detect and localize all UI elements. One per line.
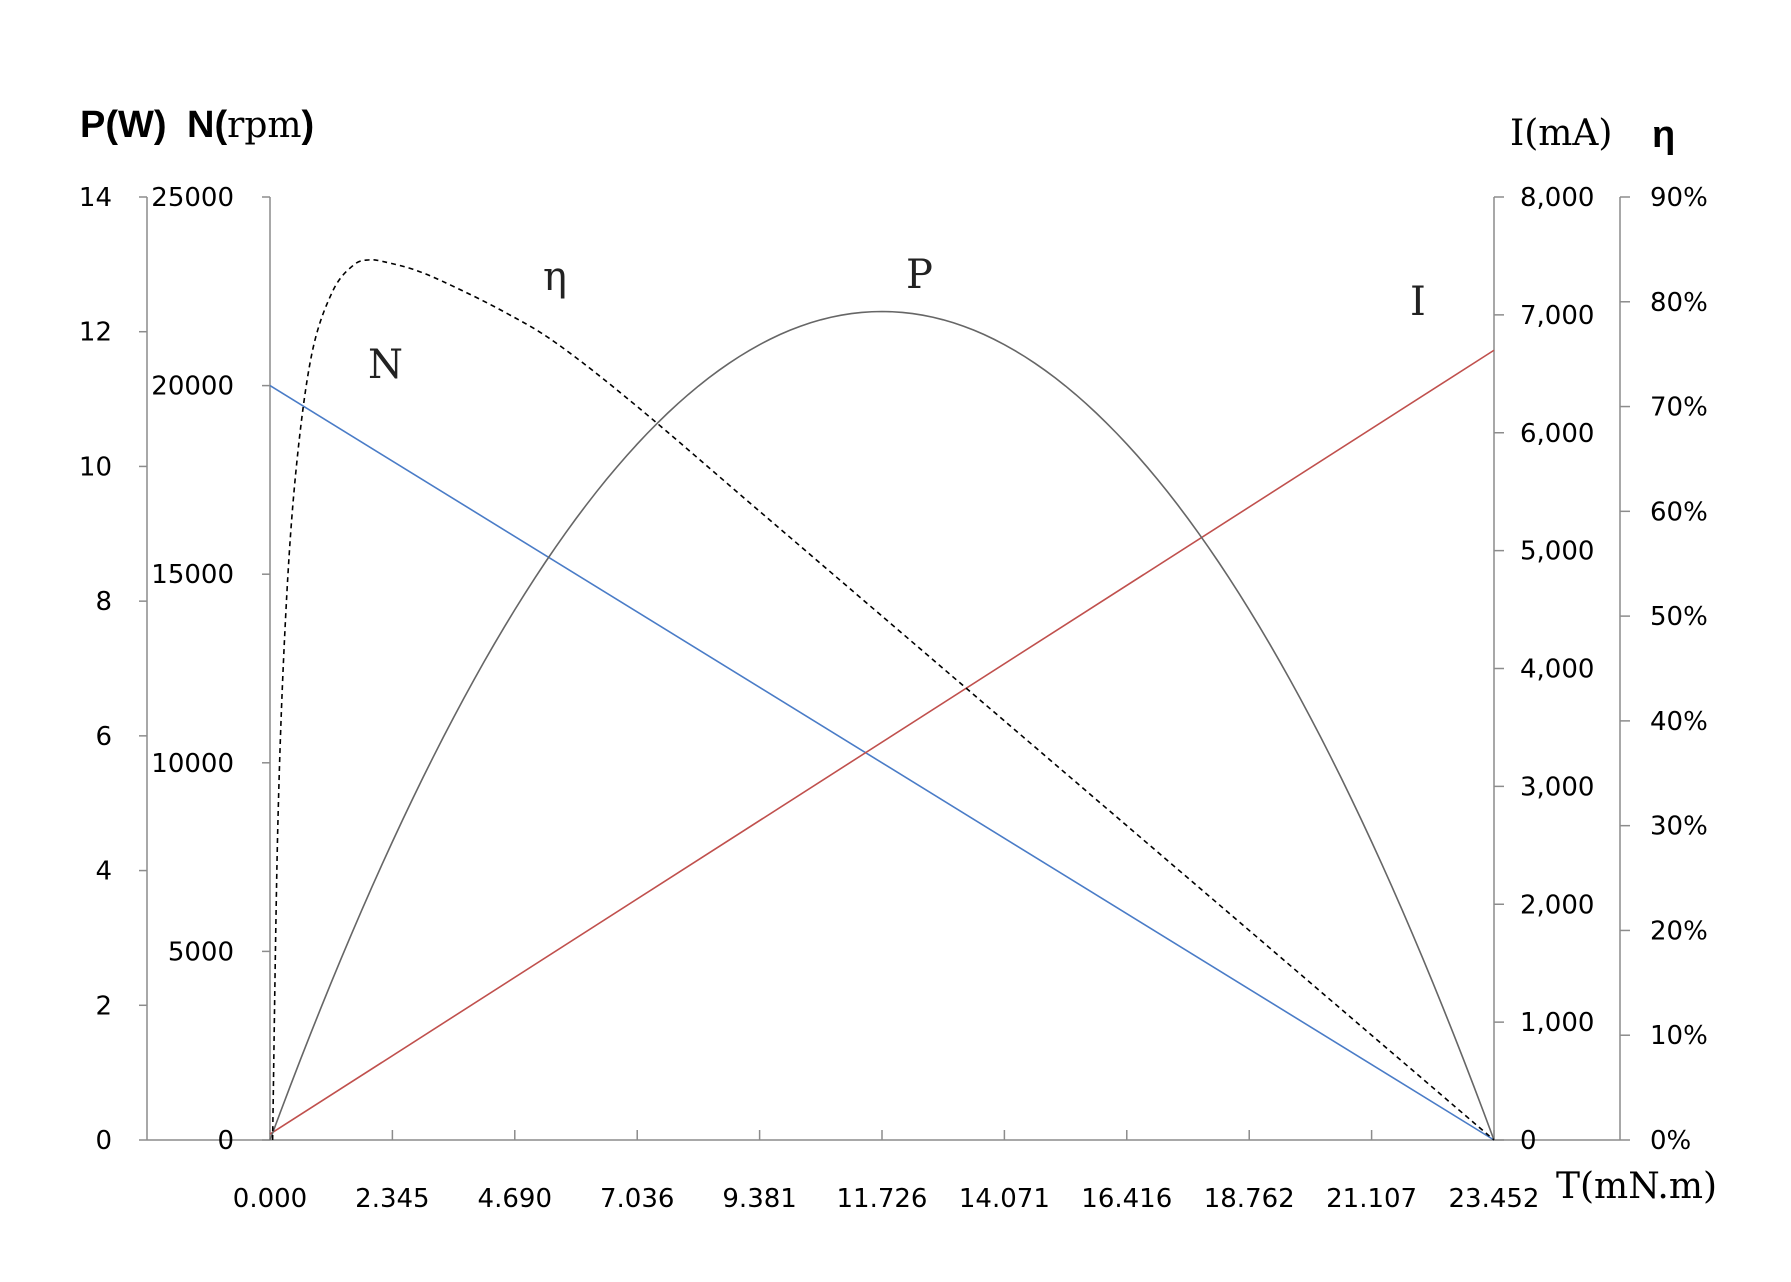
speed-tick-label: 20000 [151, 372, 234, 402]
torque-tick-label: 4.690 [478, 1184, 552, 1214]
efficiency-tick-label: 0% [1650, 1126, 1691, 1156]
torque-tick-label: 0.000 [233, 1184, 307, 1214]
power-tick-label: 4 [95, 857, 112, 887]
series-p-curve [269, 310, 1495, 1141]
power-tick-label: 6 [95, 722, 112, 752]
efficiency-tick-label: 70% [1650, 393, 1708, 423]
current-tick-label: 6,000 [1520, 419, 1594, 449]
power-tick-label: 8 [95, 587, 112, 617]
series-label: P [906, 252, 933, 298]
current-tick-label: 2,000 [1520, 890, 1594, 920]
series-n-curve [269, 384, 1495, 1141]
speed-tick-label: 5000 [168, 937, 234, 967]
current-tick-label: 3,000 [1520, 772, 1594, 802]
series-label: N [368, 342, 403, 388]
current-axis-title: I(mA) [1510, 113, 1612, 154]
speed-tick-label: 0 [217, 1126, 234, 1156]
torque-axis-title: T(mN.m) [1556, 1166, 1717, 1207]
speed-tick-label: 10000 [151, 749, 234, 779]
efficiency-tick-label: 40% [1650, 707, 1708, 737]
power-tick-label: 0 [95, 1126, 112, 1156]
power-tick-label: 14 [79, 183, 112, 213]
efficiency-tick-label: 80% [1650, 288, 1708, 318]
torque-tick-label: 18.762 [1204, 1184, 1295, 1214]
efficiency-tick-label: 10% [1650, 1021, 1708, 1051]
power-axis-title: P(W) [80, 104, 167, 146]
current-tick-label: 7,000 [1520, 301, 1594, 331]
series-label: I [1410, 279, 1426, 325]
efficiency-tick-label: 20% [1650, 916, 1708, 946]
power-tick-label: 10 [79, 452, 112, 482]
torque-tick-label: 9.381 [722, 1184, 796, 1214]
power-tick-label: 2 [95, 991, 112, 1021]
efficiency-tick-label: 90% [1650, 183, 1708, 213]
torque-tick-label: 11.726 [837, 1184, 928, 1214]
current-tick-label: 1,000 [1520, 1008, 1594, 1038]
torque-tick-label: 21.107 [1326, 1184, 1417, 1214]
speed-axis-title: N(rpm) [187, 104, 314, 146]
series-label: η [543, 254, 567, 300]
power-tick-label: 12 [79, 318, 112, 348]
curves-group [269, 258, 1495, 1141]
torque-tick-label: 2.345 [355, 1184, 429, 1214]
series-efficiency-curve [271, 258, 1495, 1141]
torque-tick-label: 16.416 [1081, 1184, 1172, 1214]
labels-group: P(W) N(rpm) I(mA) η T(mN.m) N I Pη [80, 104, 1717, 1207]
current-tick-label: 8,000 [1520, 183, 1594, 213]
current-tick-label: 0 [1520, 1126, 1537, 1156]
torque-tick-label: 23.452 [1449, 1184, 1540, 1214]
efficiency-tick-label: 50% [1650, 602, 1708, 632]
efficiency-tick-label: 60% [1650, 497, 1708, 527]
current-tick-label: 5,000 [1520, 537, 1594, 567]
axes-group: 0 2 4 6 8 10 12 14 0 5000 10000 15000 20000 25000 0 1,0… [79, 183, 1708, 1214]
current-tick-label: 4,000 [1520, 655, 1594, 685]
efficiency-tick-label: 30% [1650, 812, 1708, 842]
speed-tick-label: 25000 [151, 183, 234, 213]
speed-tick-label: 15000 [151, 560, 234, 590]
torque-tick-label: 14.071 [959, 1184, 1050, 1214]
series-i-curve [269, 349, 1495, 1135]
torque-tick-label: 7.036 [600, 1184, 674, 1214]
efficiency-axis-title: η [1652, 114, 1675, 156]
